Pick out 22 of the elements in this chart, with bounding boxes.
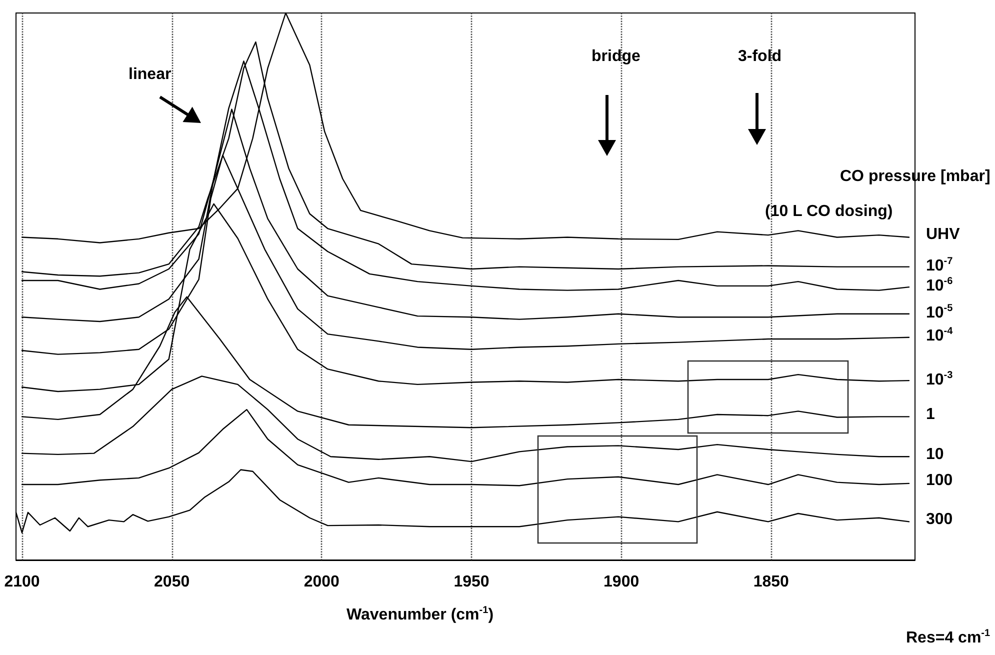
annotation: (10 L CO dosing) (765, 203, 893, 221)
x-tick-label: 2100 (4, 574, 40, 590)
annotation: bridge (592, 48, 640, 66)
series-label: 10$^{-5}$ (926, 302, 953, 322)
series-label: 10$^{-4}$ (926, 326, 953, 346)
x-tick-label: 1850 (753, 574, 790, 590)
x-tick-label: 1950 (454, 574, 490, 590)
x-tick-label: 1900 (604, 574, 640, 590)
x-tick-label: 2000 (304, 574, 340, 590)
series-label: 300 (926, 510, 953, 529)
series-label: 10$^{-7}$ (926, 256, 953, 276)
series-label: 100 (926, 472, 953, 490)
x-tick-label: 2050 (154, 574, 190, 590)
series-label: 1 (926, 406, 935, 424)
series-label: UHV (926, 226, 960, 244)
series-label: 10$^{-3}$ (926, 370, 953, 389)
annotation: linear (128, 66, 172, 84)
series-label: 10 (926, 446, 944, 464)
series-label: 10$^{-6}$ (926, 276, 953, 296)
x-axis-title: Wavenumber (cm$^{-1}$) (346, 605, 494, 624)
text: Res=4 cm$^{-1}$ (906, 628, 990, 648)
annotation: 3-fold (738, 48, 782, 66)
